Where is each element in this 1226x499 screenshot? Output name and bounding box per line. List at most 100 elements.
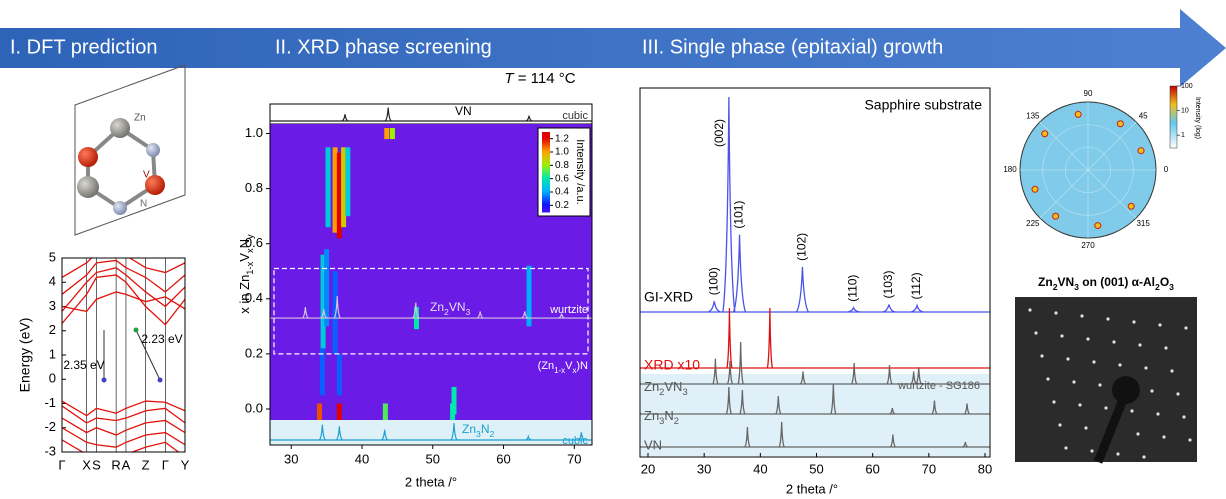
text-part: x xyxy=(572,365,576,374)
colorbar-step xyxy=(542,186,550,189)
y-tick-label: 0.0 xyxy=(245,400,263,415)
x-tick-label: R xyxy=(111,457,120,472)
step-title: I. DFT prediction xyxy=(10,36,157,58)
gap-arrow xyxy=(135,329,161,381)
y-axis-label: x in Zn1-xVxNy xyxy=(237,234,255,314)
text-part: )N xyxy=(576,360,588,372)
text-part: 3 xyxy=(1074,282,1079,292)
angle-label: 45 xyxy=(1139,111,1148,120)
bands xyxy=(62,258,185,452)
peak xyxy=(381,429,389,441)
diffraction-spot xyxy=(1130,409,1134,413)
heat-streak xyxy=(336,403,342,420)
colorbar-tick-label: 0.6 xyxy=(555,173,569,184)
text-part: 3 xyxy=(465,307,470,317)
x-tick-label: 50 xyxy=(809,461,823,476)
peak xyxy=(726,360,734,385)
text-part: N xyxy=(481,422,490,436)
peak xyxy=(931,400,938,415)
y-tick-label: 4 xyxy=(49,274,56,289)
diffraction-spot xyxy=(1164,346,1168,350)
diffraction-spot xyxy=(1098,383,1102,387)
colorbar-step xyxy=(542,202,550,205)
peak xyxy=(830,383,837,415)
atom-zn xyxy=(77,176,99,198)
plot-frame xyxy=(639,87,991,458)
peak xyxy=(962,441,969,448)
colorbar-step xyxy=(542,134,550,137)
pattern-name: GI-XRD xyxy=(644,289,693,305)
peak xyxy=(412,302,420,319)
heat-streak xyxy=(324,249,330,327)
colorbar-step xyxy=(542,160,550,163)
pole-spoke xyxy=(1087,121,1137,171)
diffraction-spot xyxy=(1132,320,1136,324)
peak-label: (110) xyxy=(846,275,860,302)
step-title: III. Single phase (epitaxial) growth xyxy=(642,36,943,58)
x-tick-label: S xyxy=(92,457,101,472)
colorbar-tick-label: 0.2 xyxy=(555,200,569,211)
bottom-strip xyxy=(270,420,592,445)
diffraction-spot xyxy=(1158,323,1162,327)
pole-spot xyxy=(1137,147,1145,155)
caption: Zn2VN3 on (001) α-Al2O3 xyxy=(1038,275,1174,292)
text-part: N xyxy=(664,408,673,423)
annotation: 2.35 eV xyxy=(63,358,104,372)
x-tick-label: 60 xyxy=(496,451,510,466)
peak xyxy=(775,395,782,415)
colorbar-step xyxy=(542,196,550,199)
diffraction-spot xyxy=(1144,366,1148,370)
x-tick-label: Y xyxy=(181,457,190,472)
peak xyxy=(335,426,343,441)
text-part: 2 xyxy=(674,416,679,426)
colorbar-step xyxy=(542,210,550,213)
x-tick-label: Γ xyxy=(58,457,65,472)
diffraction-spot xyxy=(1078,403,1082,407)
atom-n xyxy=(113,201,127,215)
peak xyxy=(766,307,774,369)
peak xyxy=(737,341,744,385)
text-part: Zn xyxy=(644,408,659,423)
panel-title: Sapphire substrate xyxy=(864,97,982,113)
band xyxy=(62,405,185,424)
plot-frame xyxy=(269,103,593,446)
peak xyxy=(525,434,532,441)
pole-spot xyxy=(1031,185,1039,193)
colorbar-step xyxy=(542,152,550,155)
x-tick-label: 40 xyxy=(355,451,369,466)
peak xyxy=(333,296,341,319)
diffraction-spot xyxy=(1080,314,1084,318)
colorbar-step xyxy=(542,204,550,207)
text-part: x xyxy=(245,248,255,253)
colorbar-step xyxy=(542,156,550,159)
colorbar-step xyxy=(542,136,550,139)
plot-frame xyxy=(61,257,186,453)
peak xyxy=(708,301,721,313)
diffraction-spot xyxy=(1064,446,1068,450)
peak xyxy=(521,311,529,319)
colorbar-step xyxy=(542,190,550,193)
diffraction-spot xyxy=(1034,331,1038,335)
colorbar-step xyxy=(542,144,550,147)
gap-point xyxy=(157,377,163,383)
text-part: 1-x xyxy=(245,261,255,274)
structure: Zn V N xyxy=(74,64,186,236)
y-tick-label: 0 xyxy=(49,371,56,386)
pole-spot xyxy=(1041,130,1049,138)
colorbar-tick-label: 1.2 xyxy=(555,133,569,144)
peak-label: (101) xyxy=(732,201,746,229)
peak xyxy=(915,367,922,385)
peak-label: (002) xyxy=(712,119,726,147)
atom-label: V xyxy=(143,170,150,181)
text-part: 2 xyxy=(1155,282,1160,292)
x-tick-label: A xyxy=(122,457,131,472)
text-part: T xyxy=(504,70,515,87)
diffraction-spot xyxy=(1086,337,1090,341)
pattern-label: cubic xyxy=(562,110,588,122)
pattern-name: XRD x10 xyxy=(644,357,700,373)
diffraction-spot xyxy=(1106,317,1110,321)
colorbar-step xyxy=(542,182,550,185)
peak xyxy=(744,426,751,448)
diffraction-spot xyxy=(1142,455,1146,459)
diffraction-spot xyxy=(1150,389,1154,393)
